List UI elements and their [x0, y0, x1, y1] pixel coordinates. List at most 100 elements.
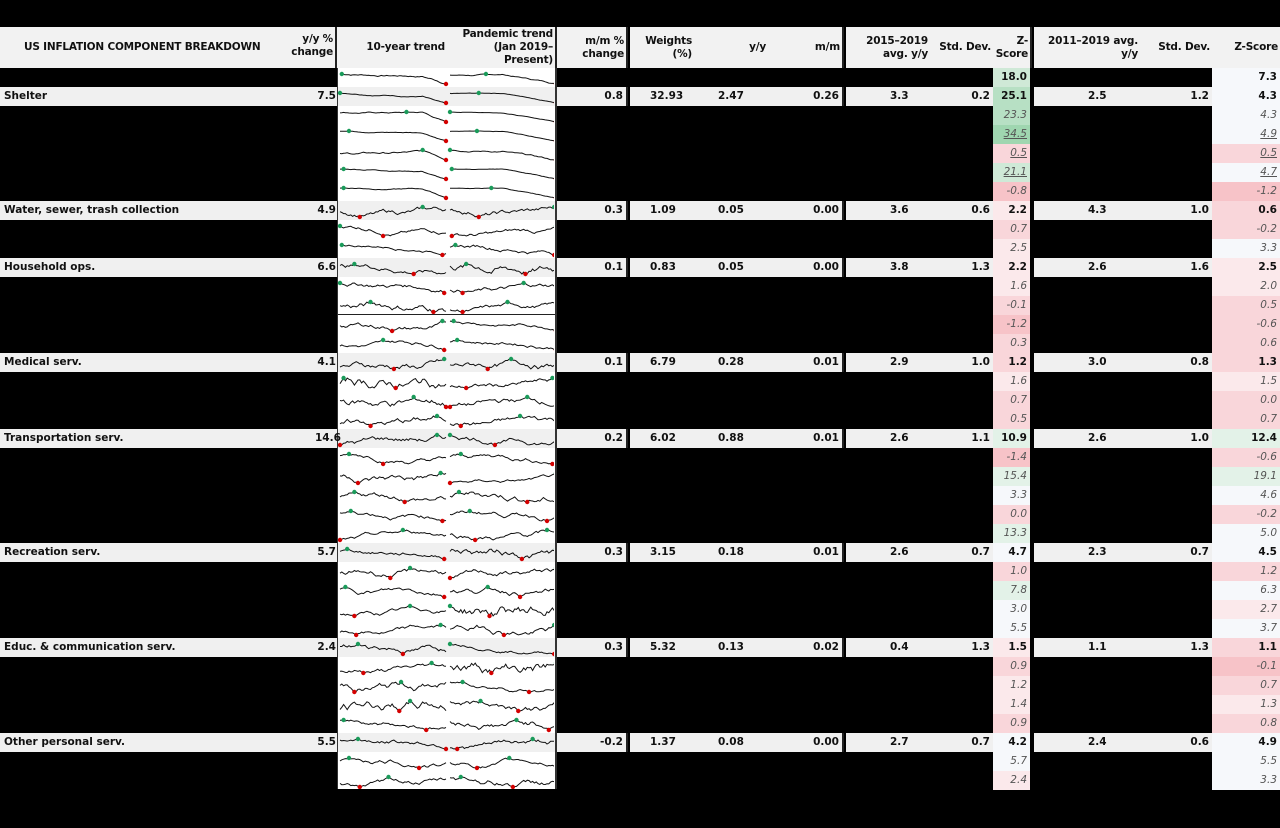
sparkline-low-marker	[391, 366, 397, 372]
pandemic-sparkline	[449, 187, 554, 199]
z-score-2015-value: 3.0	[1010, 603, 1027, 615]
sparkline-high-marker	[434, 413, 440, 419]
pandemic-sparkline	[449, 776, 554, 788]
z-score-2011: 4.6	[1212, 486, 1280, 505]
sparkline-high-marker	[339, 71, 344, 77]
sparkline-high-marker	[463, 261, 469, 267]
z-score-2011-value: -0.1	[1256, 660, 1278, 672]
pandemic-sparkline	[449, 510, 554, 522]
sparkline-high-marker	[420, 147, 425, 153]
sparkline-high-marker	[348, 508, 353, 514]
category-label: Household ops.	[0, 258, 315, 277]
z-score-2015-value: 13.3	[1003, 527, 1027, 539]
sparkline-row-band	[338, 353, 555, 372]
sparkline-low-marker	[442, 556, 447, 562]
sparkline-high-marker	[407, 565, 413, 571]
ten-year-sparkline	[339, 681, 447, 693]
table-row-subcomponent: 5.5 3.7	[0, 619, 1280, 638]
category-label: Shelter	[0, 87, 315, 106]
std-2011-value: 1.2	[1140, 87, 1212, 106]
header-weights: Weights (%)	[630, 27, 694, 68]
ten-year-sparkline	[339, 73, 447, 85]
sparkline-low-marker	[523, 271, 528, 277]
z-score-2015: 0.7	[993, 391, 1030, 410]
std-2015-value: 1.3	[930, 638, 993, 657]
z-score-2015-value: 0.0	[1010, 508, 1027, 520]
contrib-mm-value: 0.01	[768, 543, 844, 562]
sparkline-low-marker	[460, 290, 465, 296]
z-score-2011: 0.0	[1212, 391, 1280, 410]
z-score-2015: 3.3	[993, 486, 1030, 505]
z-score-2011-value: 1.1	[1258, 641, 1277, 653]
z-score-2011: 4.7	[1212, 163, 1280, 182]
table-row-subcomponent: 13.3 5.0	[0, 524, 1280, 543]
z-score-2015-value: 5.7	[1010, 755, 1027, 767]
z-score-2011-value: 4.3	[1258, 90, 1277, 102]
std-2015-value: 1.0	[930, 353, 993, 372]
z-score-2011-value: 4.7	[1260, 166, 1277, 178]
ten-year-sparkline	[340, 719, 447, 731]
z-score-2015-value: 0.9	[1010, 717, 1027, 729]
pandemic-sparkline	[449, 415, 554, 427]
contrib-yy-value: 0.28	[694, 353, 768, 372]
sparkline-high-marker	[442, 356, 447, 362]
ten-year-sparkline	[339, 301, 447, 313]
z-score-2011: 3.3	[1212, 771, 1280, 790]
z-score-2015-value: -0.1	[1006, 299, 1028, 311]
header-z-2: Z-Score	[1212, 27, 1280, 68]
sparkline-high-marker	[346, 451, 352, 457]
z-score-2011: 0.6	[1212, 201, 1280, 220]
sparkline-low-marker	[526, 689, 532, 695]
z-score-2015: 1.2	[993, 676, 1030, 695]
pandemic-sparkline	[449, 149, 554, 161]
z-score-2011-value: 19.1	[1253, 470, 1277, 482]
sparkline-high-marker	[341, 375, 346, 381]
z-score-2011: 0.6	[1212, 334, 1280, 353]
yy-change-value: 14.6	[315, 429, 341, 448]
z-score-2011: -1.2	[1212, 182, 1280, 201]
pandemic-sparkline	[449, 301, 554, 313]
contrib-yy-value: 0.05	[694, 201, 768, 220]
table-row-subcomponent: -0.8 -1.2	[0, 182, 1280, 201]
sparkline-high-marker	[344, 546, 350, 552]
avg-2015-value: 2.6	[846, 543, 930, 562]
pandemic-sparkline	[449, 662, 554, 674]
contrib-yy-value: 0.05	[694, 258, 768, 277]
z-score-2015: 0.5	[993, 144, 1030, 163]
contrib-mm-value: 0.00	[768, 201, 844, 220]
ten-year-sparkline	[339, 415, 447, 427]
pandemic-sparkline	[449, 226, 554, 237]
z-score-2015: 5.5	[993, 619, 1030, 638]
z-score-2011-value: 0.6	[1260, 337, 1277, 349]
header-std-2: Std. Dev.	[1140, 27, 1212, 68]
table-row-category: Household ops. 6.6 0.1 0.83 0.05 0.00 3.8 1.3 2.…	[0, 258, 1280, 277]
z-score-2015: 0.9	[993, 714, 1030, 733]
std-2011-value: 1.0	[1140, 429, 1212, 448]
table-row-category: Recreation serv. 5.7 0.3 3.15 0.18 0.01 2.6 0.7…	[0, 543, 1280, 562]
z-score-2011-value: 6.3	[1260, 584, 1277, 596]
pandemic-sparkline	[449, 73, 554, 84]
std-2015-value: 1.1	[930, 429, 993, 448]
sparkline-low-marker	[411, 271, 416, 277]
z-score-2011-value: 1.2	[1260, 565, 1277, 577]
pandemic-sparkline	[449, 719, 554, 731]
sparkline-row-band	[338, 87, 555, 106]
contrib-mm-value: 0.02	[768, 638, 844, 657]
category-label: Medical serv.	[0, 353, 315, 372]
pandemic-sparkline	[449, 130, 554, 142]
sparkline-high-marker	[341, 166, 346, 172]
category-label: Water, sewer, trash collection	[0, 201, 315, 220]
sparkline-high-marker	[447, 641, 453, 647]
ten-year-sparkline	[339, 586, 447, 598]
z-score-2011: 2.5	[1212, 258, 1280, 277]
yy-change-value: 6.6	[315, 258, 337, 277]
weight-value: 32.93	[630, 87, 694, 106]
sparkline-high-marker	[550, 375, 554, 381]
table-row-subcomponent: 0.9 -0.1	[0, 657, 1280, 676]
z-score-2015: 0.3	[993, 334, 1030, 353]
z-score-2015-value: -1.4	[1006, 451, 1028, 463]
header-avg-2015: 2015–2019 avg. y/y	[846, 27, 930, 68]
sparkline-low-marker	[431, 309, 436, 315]
z-score-2011-value: 0.6	[1258, 204, 1277, 216]
z-score-2011: -0.2	[1212, 220, 1280, 239]
